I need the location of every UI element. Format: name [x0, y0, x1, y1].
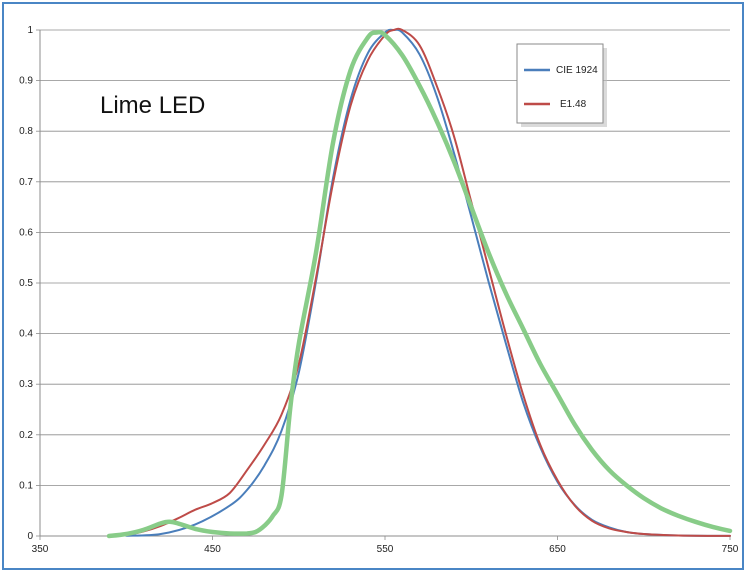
legend-label-e148: E1.48	[560, 99, 587, 110]
legend: CIE 1924 E1.48	[516, 43, 607, 127]
y-tick-label: 0.9	[19, 76, 33, 87]
chart-frame	[2, 2, 744, 570]
y-tick-label: 0.4	[19, 329, 33, 340]
x-tick-label: 550	[377, 544, 394, 555]
x-tick-label: 450	[204, 544, 221, 555]
y-tick-label: 0.2	[19, 430, 33, 441]
y-tick-label: 0	[27, 531, 33, 542]
legend-label-cie-1924: CIE 1924	[556, 65, 598, 76]
x-tick-label: 750	[722, 544, 739, 555]
x-axis-ticks: 350 450 550 650 750	[32, 536, 739, 555]
y-tick-label: 0.8	[19, 126, 33, 137]
series-lines	[106, 27, 733, 539]
x-tick-label: 350	[32, 544, 49, 555]
x-tick-label: 650	[549, 544, 566, 555]
y-tick-label: 0.6	[19, 227, 33, 238]
chart-annotation: Lime LED	[100, 92, 205, 119]
y-tick-label: 1	[27, 25, 33, 36]
legend-box	[516, 43, 604, 124]
y-tick-label: 0.3	[19, 379, 33, 390]
y-tick-label: 0.1	[19, 480, 33, 491]
series-line-lime-led	[106, 29, 733, 539]
y-tick-label: 0.7	[19, 177, 33, 188]
y-axis-ticks: 0 0.1 0.2 0.3 0.4 0.5 0.6 0.7 0.8 0.9 1	[19, 25, 40, 542]
gridlines	[40, 29, 730, 486]
y-tick-label: 0.5	[19, 278, 33, 289]
series-line-e148	[125, 27, 731, 537]
